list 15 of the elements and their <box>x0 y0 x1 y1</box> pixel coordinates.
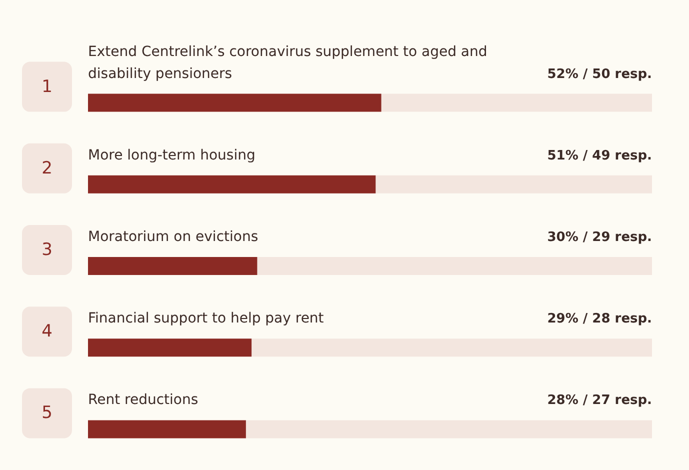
data-label: 30% / 29 resp. <box>547 230 652 245</box>
y-tick-label: Rent reductions <box>88 392 198 408</box>
y-tick-label: Extend Centrelink’s coronavirus supplement to aged and disability pensioners <box>88 44 492 82</box>
text: 4 <box>42 322 52 342</box>
text: 3 <box>42 240 52 260</box>
data-label: 29% / 28 resp. <box>547 312 652 327</box>
y-tick-label: More long-term housing <box>88 147 256 164</box>
y-tick-label: Financial support to help pay rent <box>88 310 324 327</box>
text: 5 <box>42 403 52 424</box>
data-label: 51% / 49 resp. <box>547 148 652 164</box>
text: 1 <box>42 76 52 97</box>
y-tick-label: Moratorium on evictions <box>88 229 258 245</box>
data-label: 52% / 50 resp. <box>547 66 652 82</box>
data-label: 28% / 27 resp. <box>547 393 652 408</box>
text: 2 <box>42 158 52 178</box>
